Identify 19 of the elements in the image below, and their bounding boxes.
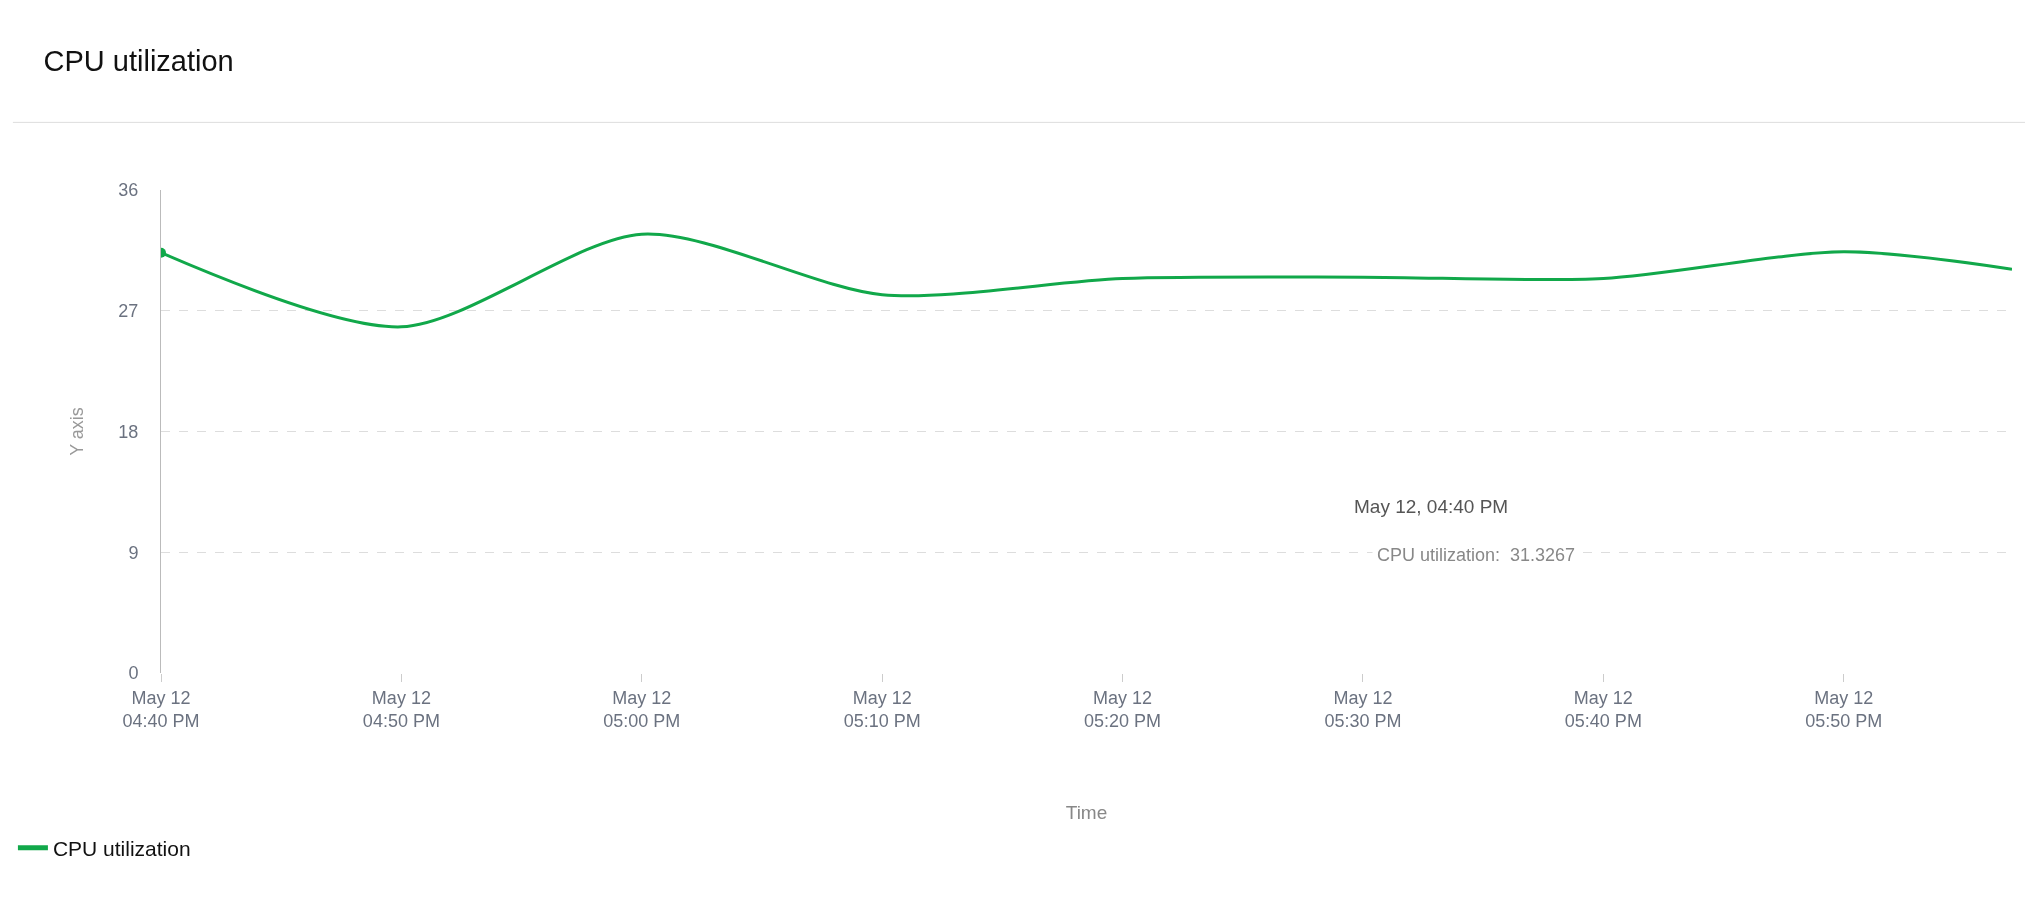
annotation: CPU utilization: 31.3267 xyxy=(1377,545,1576,565)
y-axis-title: Y axis xyxy=(66,407,87,456)
x-tick-label: May 12 05:20 PM xyxy=(1084,687,1162,731)
x-tick-label: May 12 05:50 PM xyxy=(1805,687,1883,731)
x-tick-label: May 12 05:10 PM xyxy=(843,687,921,731)
y-tick-label: 9 xyxy=(128,542,139,563)
y-tick-label: 0 xyxy=(128,663,139,684)
y-tick-label: 18 xyxy=(118,421,139,442)
y-tick-label: 36 xyxy=(118,180,139,201)
x-tick-label: May 12 04:40 PM xyxy=(122,687,200,731)
chart-title: CPU utilization xyxy=(43,45,234,78)
x-tick-label: May 12 04:50 PM xyxy=(362,687,440,731)
legend-label: CPU utilization xyxy=(52,836,191,860)
x-tick-label: May 12 05:00 PM xyxy=(603,687,681,731)
x-tick-label: May 12 05:40 PM xyxy=(1564,687,1642,731)
annotation: May 12, 04:40 PM xyxy=(1354,496,1509,517)
x-axis-title: Time xyxy=(1065,801,1108,823)
x-tick-label: May 12 05:30 PM xyxy=(1324,687,1402,731)
y-tick-label: 27 xyxy=(118,301,139,322)
